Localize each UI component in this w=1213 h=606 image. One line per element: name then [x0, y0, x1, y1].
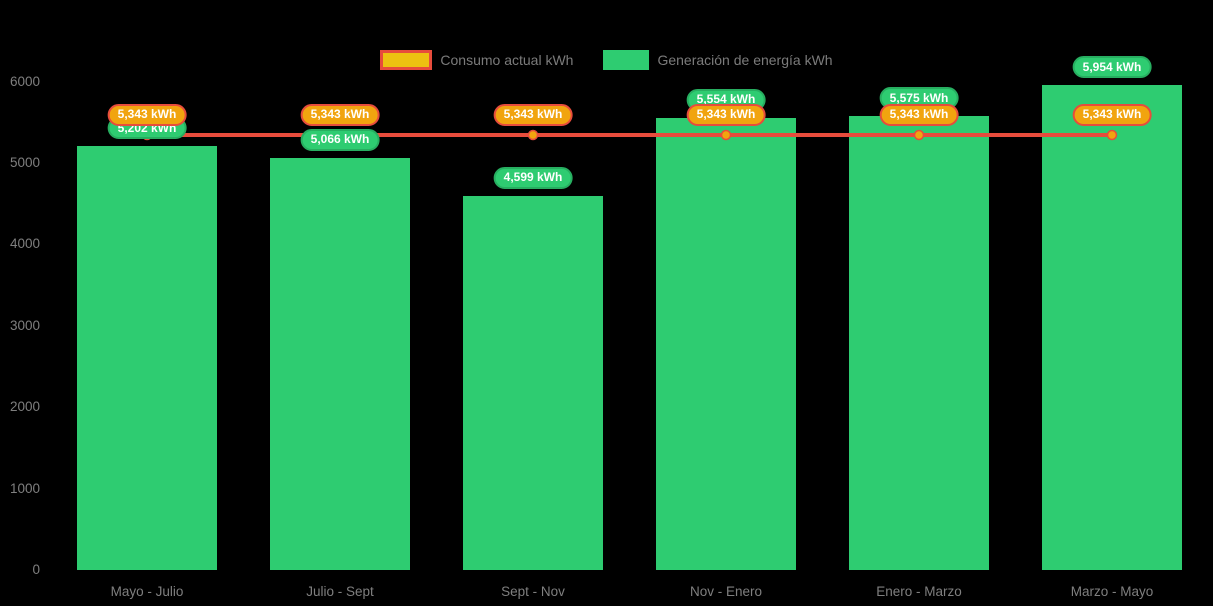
legend-item-generacion[interactable]: Generación de energía kWh	[603, 50, 833, 70]
consumo-legend-swatch-icon	[380, 50, 433, 70]
generacion-legend-swatch-icon	[603, 50, 650, 70]
consumption-value-badge-1: 5,343 kWh	[107, 103, 187, 126]
consumption-value-badge-4: 5,343 kWh	[686, 103, 766, 126]
x-axis-category-label: Marzo - Mayo	[1070, 584, 1154, 599]
y-axis-tick-label: 2000	[9, 399, 40, 415]
x-axis-category-label: Enero - Marzo	[876, 584, 962, 599]
generation-bar-4[interactable]	[656, 117, 796, 570]
x-axis-category-label: Julio - Sept	[306, 584, 374, 599]
generation-bar-5[interactable]	[849, 116, 989, 570]
consumption-point-6[interactable]	[1106, 129, 1118, 141]
generation-bar-1[interactable]	[77, 146, 217, 570]
generation-bar-2[interactable]	[270, 157, 410, 570]
y-axis-tick-label: 6000	[9, 73, 40, 89]
legend-item-consumo[interactable]: Consumo actual kWh	[380, 50, 573, 70]
y-axis-tick-label: 3000	[9, 317, 40, 333]
consumption-value-badge-5: 5,343 kWh	[879, 103, 959, 126]
x-axis-category-label: Mayo - Julio	[110, 584, 184, 599]
generation-value-badge-3: 4,599 kWh	[493, 166, 573, 189]
consumption-point-3[interactable]	[527, 129, 539, 141]
consumption-value-badge-6: 5,343 kWh	[1072, 103, 1152, 126]
x-axis-category-label: Nov - Enero	[689, 584, 763, 599]
y-axis-tick-label: 4000	[9, 236, 40, 252]
consumption-point-5[interactable]	[913, 129, 925, 141]
legend-label-generacion: Generación de energía kWh	[657, 52, 833, 68]
generation-bar-6[interactable]	[1042, 85, 1182, 570]
generation-bar-3[interactable]	[463, 195, 603, 570]
consumption-value-badge-3: 5,343 kWh	[493, 103, 573, 126]
consumption-point-4[interactable]	[720, 129, 732, 141]
consumption-value-badge-2: 5,343 kWh	[300, 103, 380, 126]
x-axis-category-label: Sept - Nov	[501, 584, 565, 599]
y-axis-tick-label: 5000	[9, 154, 40, 170]
y-axis-tick-label: 0	[32, 562, 40, 577]
chart-legend: Consumo actual kWh Generación de energía…	[0, 50, 1213, 70]
generation-value-badge-2: 5,066 kWh	[300, 128, 380, 151]
legend-label-consumo: Consumo actual kWh	[440, 52, 574, 68]
generation-value-badge-6: 5,954 kWh	[1072, 56, 1152, 79]
y-axis-tick-label: 1000	[9, 480, 40, 496]
